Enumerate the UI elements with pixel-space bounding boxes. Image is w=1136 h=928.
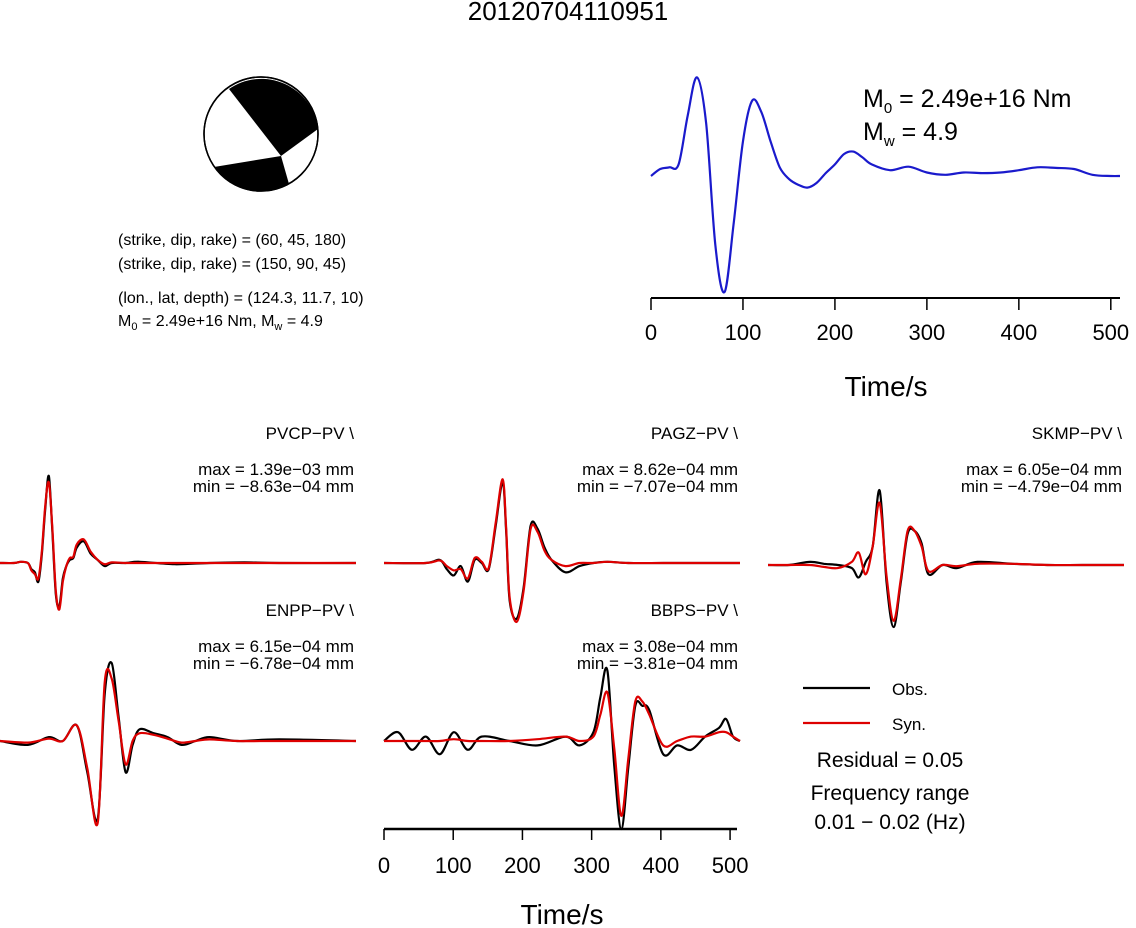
station-min-pagz: min = −7.07e−04 mm bbox=[576, 477, 738, 496]
station-max-bbps: max = 3.08e−04 mm bbox=[582, 637, 738, 656]
waveform-skmp-obs bbox=[767, 489, 1124, 629]
focal-line-2: (strike, dip, rake) = (150, 90, 45) bbox=[118, 256, 347, 273]
station-label-enpp: ENPP−PV \ bbox=[265, 601, 354, 620]
stf-tick-label: 0 bbox=[645, 320, 657, 345]
frequency-value: 0.01 − 0.02 (Hz) bbox=[814, 811, 966, 834]
waveform-pagz-obs bbox=[383, 481, 740, 621]
stf-m0-label: M0 = 2.49e+16 Nm bbox=[863, 85, 1072, 117]
stf-mw-label: Mw = 4.9 bbox=[863, 118, 958, 150]
waveform-bbps-syn bbox=[384, 690, 741, 817]
legend-obs-label: Obs. bbox=[892, 680, 928, 699]
residual-label: Residual = 0.05 bbox=[816, 749, 964, 772]
station-label-bbps: BBPS−PV \ bbox=[650, 601, 738, 620]
event-title: 20120704110951 bbox=[467, 0, 669, 26]
stf-x-label: Time/s bbox=[845, 371, 928, 402]
station-max-skmp: max = 6.05e−04 mm bbox=[966, 460, 1122, 479]
beachball-compression-1 bbox=[229, 78, 318, 156]
waveform-enpp-obs bbox=[0, 661, 357, 823]
bottom-tick-label: 300 bbox=[573, 853, 610, 878]
waveform-enpp-syn bbox=[0, 667, 356, 827]
stf-tick-label: 400 bbox=[1000, 320, 1037, 345]
bottom-x-label: Time/s bbox=[521, 899, 604, 928]
stf-tick-label: 200 bbox=[817, 320, 854, 345]
station-min-skmp: min = −4.79e−04 mm bbox=[960, 477, 1122, 496]
station-min-bbps: min = −3.81e−04 mm bbox=[576, 654, 738, 673]
stf-tick-label: 300 bbox=[909, 320, 946, 345]
stf-tick-label: 100 bbox=[725, 320, 762, 345]
beachball-group bbox=[203, 76, 319, 192]
station-label-pvcp: PVCP−PV \ bbox=[265, 424, 354, 443]
focal-line-1: (strike, dip, rake) = (60, 45, 180) bbox=[118, 232, 347, 249]
bottom-tick-label: 200 bbox=[504, 853, 541, 878]
bottom-tick-label: 400 bbox=[643, 853, 680, 878]
focal-line-4: M0 = 2.49e+16 Nm, Mw = 4.9 bbox=[118, 313, 323, 334]
station-min-enpp: min = −6.78e−04 mm bbox=[192, 654, 354, 673]
station-label-skmp: SKMP−PV \ bbox=[1031, 424, 1122, 443]
beachball-compression-2 bbox=[214, 156, 289, 192]
beachball-circle bbox=[203, 76, 319, 192]
waveform-skmp-syn bbox=[767, 501, 1124, 622]
bottom-tick-label: 0 bbox=[378, 853, 390, 878]
frequency-title: Frequency range bbox=[810, 782, 970, 805]
bottom-tick-label: 500 bbox=[712, 853, 749, 878]
legend-syn-label: Syn. bbox=[892, 715, 927, 734]
waveform-bbps-obs bbox=[383, 666, 741, 831]
station-max-pagz: max = 8.62e−04 mm bbox=[582, 460, 738, 479]
station-min-pvcp: min = −8.63e−04 mm bbox=[192, 477, 354, 496]
focal-line-3: (lon., lat, depth) = (124.3, 11.7, 10) bbox=[118, 290, 364, 307]
station-max-pvcp: max = 1.39e−03 mm bbox=[198, 460, 354, 479]
stf-tick-label: 500 bbox=[1092, 320, 1129, 345]
station-max-enpp: max = 6.15e−04 mm bbox=[198, 637, 354, 656]
bottom-tick-label: 100 bbox=[435, 853, 472, 878]
station-label-pagz: PAGZ−PV \ bbox=[650, 424, 738, 443]
waveform-pvcp-syn bbox=[0, 480, 356, 611]
